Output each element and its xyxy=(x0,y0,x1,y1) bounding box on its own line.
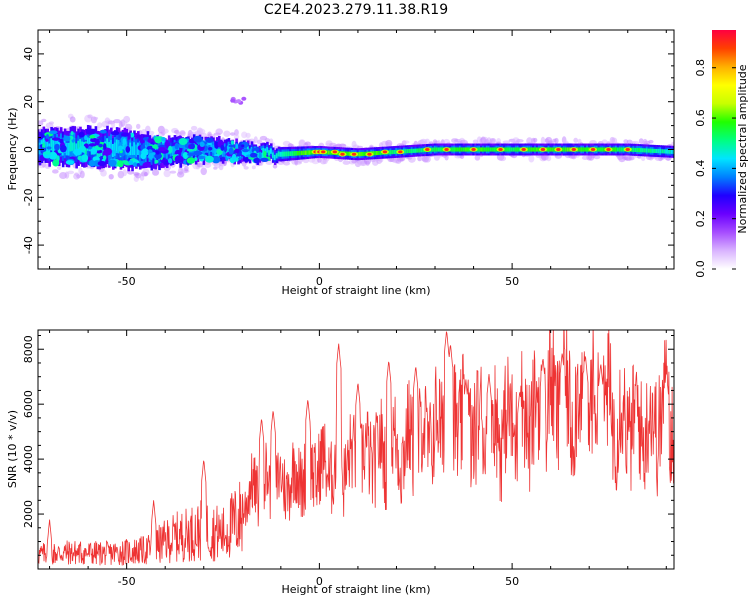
snr-frame xyxy=(37,329,675,570)
spectrogram-ylabel: Frequency (Hz) xyxy=(6,108,19,191)
snr-xtick-label: 0 xyxy=(316,575,323,588)
colorbar-tick-label: 0.0 xyxy=(694,260,707,278)
spectrogram-xtick-label: 50 xyxy=(505,275,519,288)
snr-ylabel: SNR (10 * v/v) xyxy=(6,410,19,488)
spectrogram-ytick-label: -20 xyxy=(22,188,35,206)
snr-ytick-label: 8000 xyxy=(22,335,35,363)
snr-ytick-label: 4000 xyxy=(22,445,35,473)
spectrogram-xtick-label: -50 xyxy=(118,275,136,288)
snr-xtick-label: 50 xyxy=(505,575,519,588)
snr-line xyxy=(38,330,674,566)
snr-ytick-label: 2000 xyxy=(22,500,35,528)
colorbar-tick-label: 0.4 xyxy=(694,160,707,178)
spectrogram-ytick-label: 40 xyxy=(22,47,35,61)
spectrogram-ticks: -50 0 50 -40 -20 0 20 40 xyxy=(22,29,674,288)
spectrogram-xlabel: Height of straight line (km) xyxy=(281,284,430,297)
colorbar-ticks: 0.0 0.2 0.4 0.6 0.8 xyxy=(694,59,736,278)
colorbar-tick-label: 0.8 xyxy=(694,59,707,77)
colorbar: 0.0 0.2 0.4 0.6 0.8 Normalized spectral ampl… xyxy=(694,30,749,278)
spectrogram-heatmap xyxy=(38,96,674,182)
colorbar-tick-label: 0.2 xyxy=(694,210,707,228)
spectrogram-ytick-label: 20 xyxy=(22,95,35,109)
snr-ytick-label: 6000 xyxy=(22,390,35,418)
colorbar-label: Normalized spectral amplitude xyxy=(736,64,749,233)
snr-xlabel: Height of straight line (km) xyxy=(281,583,430,596)
colorbar-gradient xyxy=(712,30,736,269)
spectrogram-ytick-label: -40 xyxy=(22,236,35,254)
colorbar-tick-label: 0.6 xyxy=(694,109,707,127)
snr-panel: -50 0 50 2000 4000 6000 8000 Height of straigh… xyxy=(6,329,675,596)
figure-title: C2E4.2023.279.11.38.R19 xyxy=(264,2,448,18)
snr-xtick-label: -50 xyxy=(118,575,136,588)
spectrogram-ytick-label: 0 xyxy=(22,146,35,153)
spectrogram-panel: -50 0 50 -40 -20 0 20 40 Height of straight lin… xyxy=(6,29,675,297)
spectrogram-xtick-label: 0 xyxy=(316,275,323,288)
snr-ticks: -50 0 50 2000 4000 6000 8000 xyxy=(22,330,674,588)
